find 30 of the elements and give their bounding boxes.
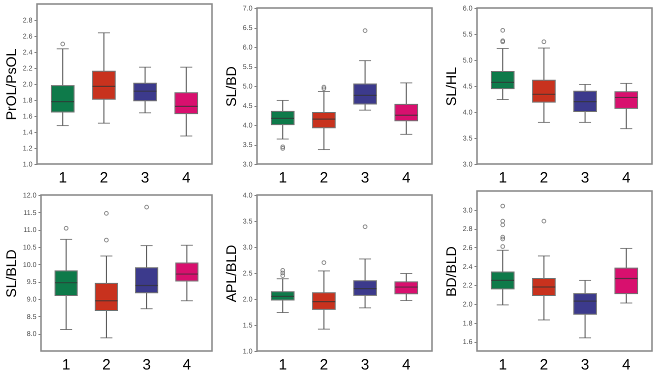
x-tick-label: 4 xyxy=(182,170,190,186)
x-tick-label: 1 xyxy=(498,356,507,374)
x-tick-label: 4 xyxy=(402,356,410,374)
x-tick-label: 3 xyxy=(580,356,590,374)
x-tick-label: 4 xyxy=(622,356,630,374)
y-axis-title: PrOL/PsOL xyxy=(2,48,19,120)
x-tick-label: 4 xyxy=(182,356,192,374)
x-tick-label: 3 xyxy=(142,356,151,374)
x-tick-label: 1 xyxy=(278,170,287,186)
x-tick-label: 2 xyxy=(320,170,328,186)
x-tick-label: 2 xyxy=(100,170,108,186)
x-tick-label: 2 xyxy=(320,356,328,374)
x-tick-label: 3 xyxy=(140,170,150,186)
y-axis-title: APL/BLD xyxy=(222,244,239,302)
x-tick-label: 4 xyxy=(622,170,630,186)
x-tick-label: 2 xyxy=(540,356,548,374)
x-tick-label: 1 xyxy=(278,356,287,374)
y-axis-title: SL/HL xyxy=(442,66,459,106)
x-tick-label: 2 xyxy=(102,356,111,374)
x-tick-label: 1 xyxy=(62,356,70,374)
y-axis-title: BD/BLD xyxy=(442,246,459,297)
x-tick-label: 1 xyxy=(498,170,507,186)
x-tick-label: 4 xyxy=(402,170,410,186)
y-axis-title: SL/BLD xyxy=(2,249,19,298)
y-axis-title: SL/BD xyxy=(222,66,239,107)
x-tick-label: 3 xyxy=(360,170,370,186)
x-tick-label: 1 xyxy=(58,170,67,186)
x-tick-label: 2 xyxy=(540,170,548,186)
x-tick-label: 3 xyxy=(580,170,590,186)
x-tick-label: 3 xyxy=(360,356,370,374)
